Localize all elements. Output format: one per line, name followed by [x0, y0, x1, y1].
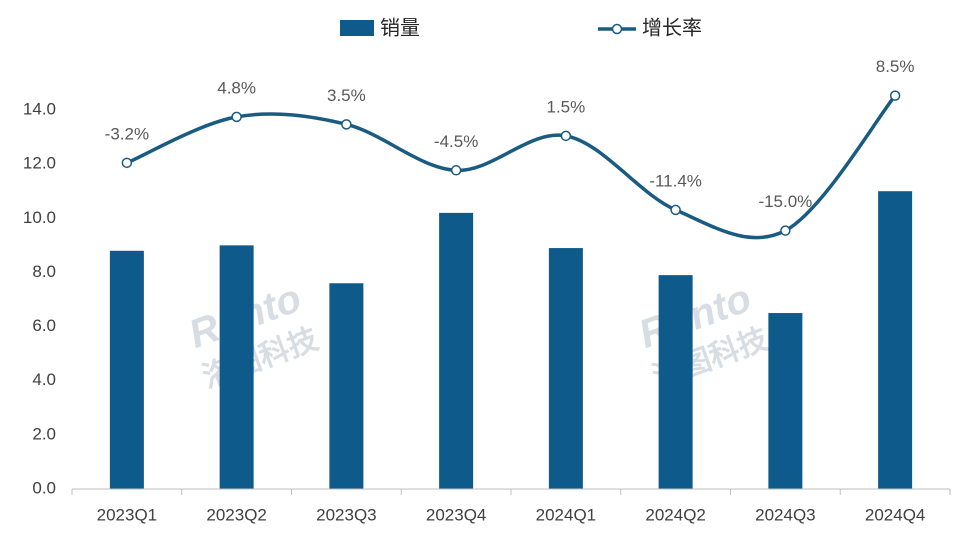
bar	[439, 212, 474, 489]
data-label: 1.5%	[547, 97, 586, 116]
line-point	[560, 130, 572, 142]
data-label: 3.5%	[327, 86, 366, 105]
line-point	[121, 157, 133, 169]
x-tick-label: 2023Q3	[316, 505, 377, 524]
y-tick-label: 4.0	[32, 370, 56, 389]
y-tick-label: 0.0	[32, 478, 56, 497]
legend-label: 增长率	[642, 16, 702, 39]
x-tick-label: 2024Q2	[645, 505, 706, 524]
bar	[109, 250, 144, 489]
bar	[878, 191, 913, 489]
data-label: -4.5%	[434, 132, 478, 151]
line-point	[231, 111, 242, 123]
growth-line	[126, 94, 897, 240]
data-label: -3.2%	[105, 124, 149, 143]
x-tick-label: 2024Q3	[755, 505, 816, 524]
bar	[658, 275, 693, 489]
x-tick-label: 2023Q2	[206, 505, 267, 524]
y-tick-label: 14.0	[23, 99, 56, 118]
x-tick-label: 2024Q1	[536, 505, 597, 524]
legend-swatch	[611, 23, 623, 35]
line-point	[889, 90, 901, 101]
line-point	[780, 225, 791, 236]
data-label: -15.0%	[758, 192, 812, 211]
x-tick-label: 2023Q4	[426, 505, 487, 524]
x-tick-label: 2024Q4	[865, 505, 926, 524]
bar	[548, 248, 583, 489]
line-point	[341, 119, 352, 130]
y-tick-label: 2.0	[32, 424, 56, 443]
y-tick-label: 8.0	[32, 262, 56, 281]
bar	[329, 283, 364, 489]
bar	[219, 245, 254, 489]
legend-label: 销量	[380, 16, 420, 39]
line-point	[450, 165, 462, 176]
bar	[768, 313, 803, 489]
y-tick-label: 12.0	[23, 154, 56, 173]
legend-swatch	[340, 20, 374, 36]
y-tick-label: 10.0	[23, 208, 56, 227]
data-label: -11.4%	[649, 171, 702, 190]
data-label: 8.5%	[876, 57, 915, 76]
y-tick-label: 6.0	[32, 316, 56, 335]
x-tick-label: 2023Q1	[97, 505, 158, 524]
line-point	[670, 204, 681, 216]
data-label: 4.8%	[217, 78, 256, 97]
